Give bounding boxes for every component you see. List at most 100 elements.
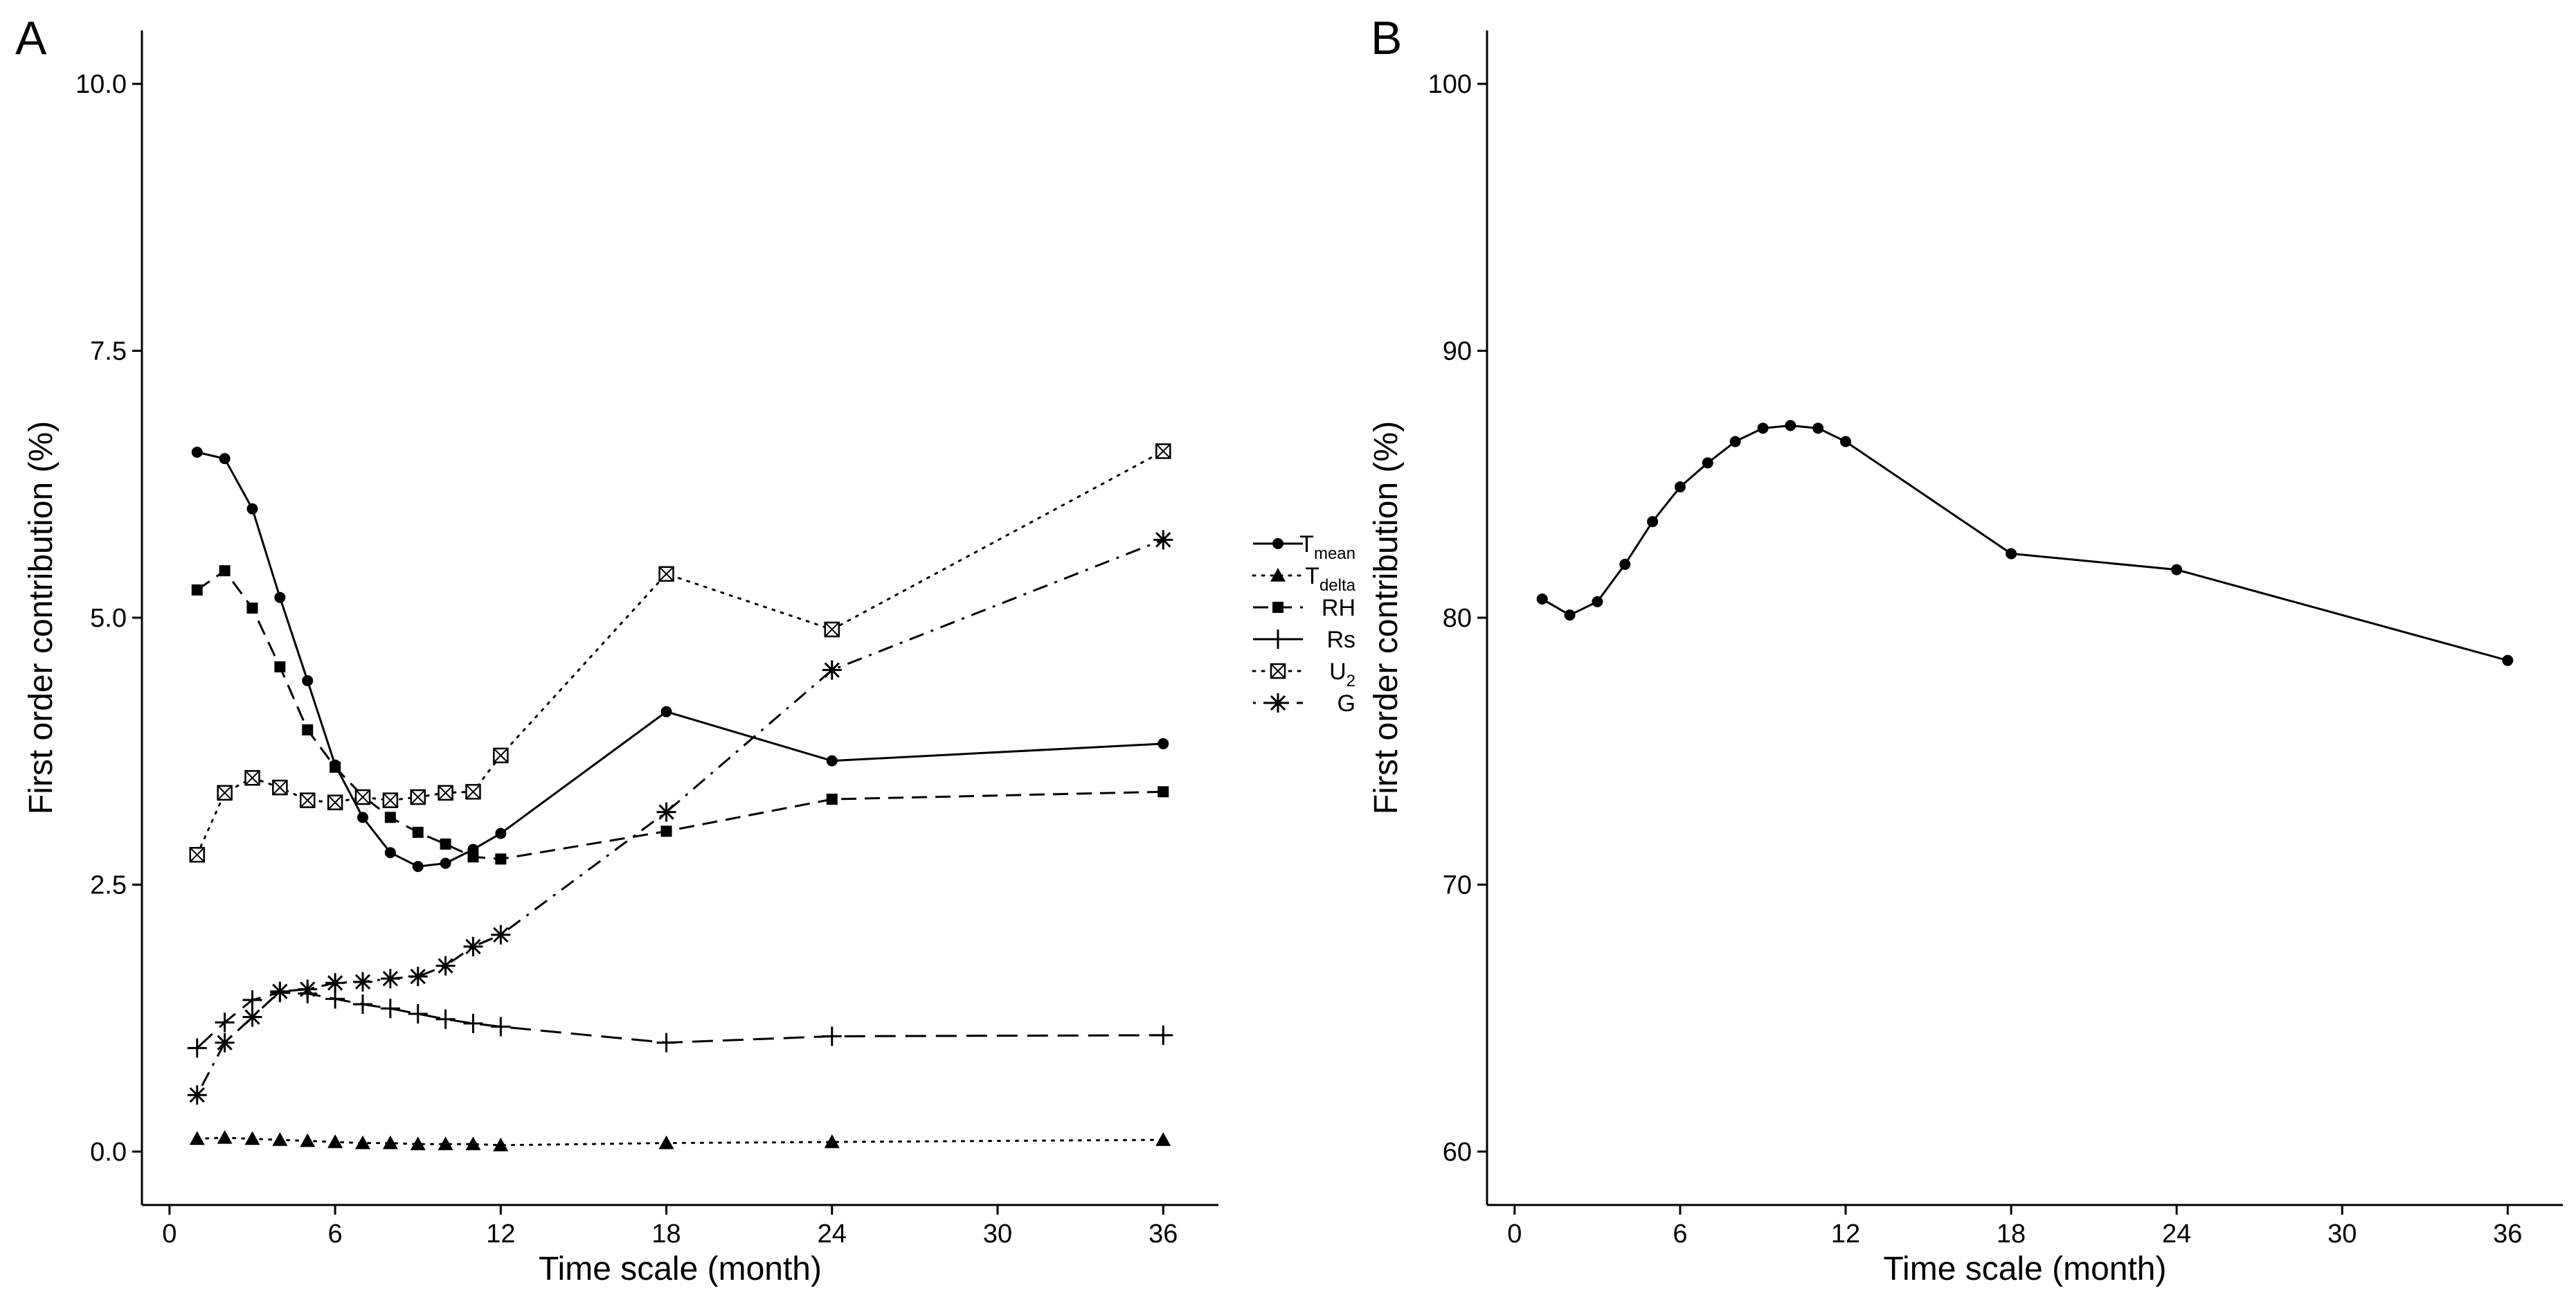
series-line	[196, 991, 1164, 1049]
data-point	[272, 779, 288, 796]
data-point	[465, 1136, 481, 1150]
data-point	[658, 1135, 674, 1150]
x-tick-label: 36	[1149, 1220, 1178, 1249]
data-point	[354, 789, 371, 805]
legend-label: Rs	[1326, 627, 1355, 653]
data-point	[352, 994, 372, 1015]
data-point	[493, 1137, 509, 1152]
data-point	[1729, 436, 1741, 447]
legend-marker	[1268, 693, 1288, 713]
data-point	[408, 1004, 428, 1024]
y-tick-label: 70	[1443, 870, 1472, 900]
data-point	[274, 661, 286, 672]
data-point	[826, 794, 838, 805]
data-point	[822, 1026, 842, 1046]
legend-label: G	[1337, 690, 1355, 717]
data-point	[1840, 436, 1851, 447]
legend-item: G	[1253, 690, 1355, 717]
data-point	[826, 755, 838, 767]
data-point	[189, 847, 205, 863]
y-axis-title: First order contribution (%)	[1368, 421, 1405, 814]
data-point	[1158, 738, 1169, 749]
data-point	[215, 1012, 235, 1033]
legend-item: Tmean	[1253, 531, 1355, 563]
x-tick-label: 24	[818, 1220, 847, 1249]
data-point	[327, 1134, 343, 1148]
data-point	[495, 853, 507, 865]
data-point	[244, 770, 260, 786]
y-tick-label: 7.5	[90, 337, 127, 366]
data-point	[435, 1009, 456, 1029]
x-tick-label: 0	[1507, 1220, 1522, 1249]
data-point	[1155, 443, 1171, 459]
panel-b: B 0 6 12 18 24 30 36 60 70 80 90 100 Time scale (mont…	[1368, 12, 2563, 1287]
data-point	[1619, 558, 1631, 570]
data-point	[440, 838, 451, 850]
data-point	[660, 825, 672, 837]
data-point	[1812, 422, 1824, 434]
data-point	[215, 1033, 235, 1053]
x-tick-label: 30	[983, 1220, 1012, 1249]
data-point	[246, 503, 258, 515]
panel-label: B	[1371, 12, 1402, 64]
data-point	[1155, 1132, 1171, 1146]
data-point	[491, 1017, 511, 1037]
data-point	[463, 936, 483, 956]
series-line	[196, 1136, 1164, 1147]
data-point	[656, 802, 676, 822]
data-point	[380, 999, 400, 1019]
y-tick-label: 90	[1443, 337, 1472, 366]
legend-marker	[1270, 663, 1286, 679]
legend-item: U2	[1252, 659, 1355, 690]
data-point	[824, 621, 840, 638]
series-line	[196, 539, 1164, 1096]
series-tdelta	[189, 1129, 1171, 1152]
data-point	[1647, 516, 1659, 528]
data-point	[1757, 422, 1769, 434]
data-point	[1702, 457, 1713, 469]
data-point	[822, 660, 842, 680]
x-tick-label: 6	[1673, 1220, 1687, 1249]
y-tick-label: 80	[1443, 604, 1472, 633]
x-tick-label: 30	[2327, 1220, 2357, 1249]
data-point	[658, 566, 674, 582]
data-point	[242, 1007, 262, 1027]
series-total	[1536, 420, 2514, 666]
data-point	[412, 826, 424, 838]
data-point	[302, 724, 314, 735]
legend-marker	[1272, 538, 1284, 549]
data-point	[463, 1013, 483, 1033]
data-point	[219, 565, 231, 577]
legend-marker	[1268, 629, 1288, 649]
data-point	[438, 785, 453, 801]
data-point	[491, 925, 511, 945]
series-u2	[189, 443, 1171, 863]
panel-label: A	[15, 12, 47, 64]
data-point	[217, 785, 233, 801]
series-line	[1541, 424, 2508, 662]
data-point	[410, 789, 426, 805]
data-point	[382, 1135, 398, 1150]
data-point	[435, 956, 456, 976]
data-point	[412, 861, 424, 873]
legend-item: RH	[1253, 595, 1355, 621]
data-point	[246, 602, 258, 614]
x-tick-label: 6	[328, 1220, 343, 1249]
y-tick-label: 10.0	[75, 70, 127, 99]
data-point	[274, 591, 286, 603]
data-point	[357, 812, 368, 823]
legend-label: Tmean	[1299, 531, 1355, 563]
data-point	[330, 761, 341, 773]
data-point	[327, 794, 343, 810]
data-point	[302, 675, 314, 686]
y-tick-label: 2.5	[90, 870, 127, 900]
data-point	[1153, 1025, 1173, 1045]
y-tick-label: 5.0	[90, 604, 127, 633]
panel-a: A 0 6 12 18 24 30 36 0.0 2.5 5.0 7.5 10.0 Time scale …	[15, 12, 1218, 1287]
series-g	[187, 530, 1173, 1105]
data-point	[217, 1129, 233, 1144]
data-point	[189, 1131, 205, 1145]
data-point	[272, 1132, 288, 1146]
data-point	[382, 792, 399, 808]
